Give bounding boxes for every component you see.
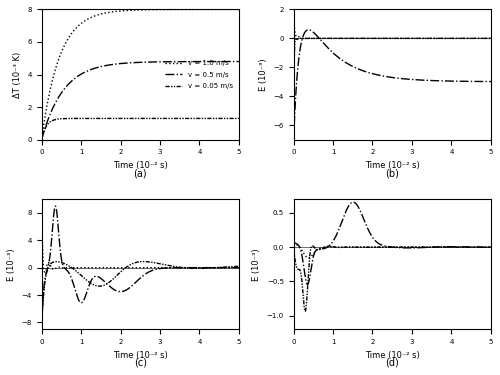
Text: (a): (a) [134,168,147,178]
Y-axis label: ΔT (10⁻³ K): ΔT (10⁻³ K) [13,51,22,98]
Legend: v = 1.0 m/s, v = 0.5 m/s, v = 0.05 m/s: v = 1.0 m/s, v = 0.5 m/s, v = 0.05 m/s [162,57,236,92]
Text: (d): (d) [386,358,399,368]
X-axis label: Time (10⁻² s): Time (10⁻² s) [113,351,168,360]
X-axis label: Time (10⁻² s): Time (10⁻² s) [365,161,420,170]
Y-axis label: E (10⁻³): E (10⁻³) [259,58,268,91]
X-axis label: Time (10⁻² s): Time (10⁻² s) [365,351,420,360]
Y-axis label: E (10⁻³): E (10⁻³) [252,248,261,280]
X-axis label: Time (10⁻² s): Time (10⁻² s) [113,161,168,170]
Text: (b): (b) [386,168,399,178]
Text: (c): (c) [134,358,146,368]
Y-axis label: E (10⁻³): E (10⁻³) [7,248,16,280]
